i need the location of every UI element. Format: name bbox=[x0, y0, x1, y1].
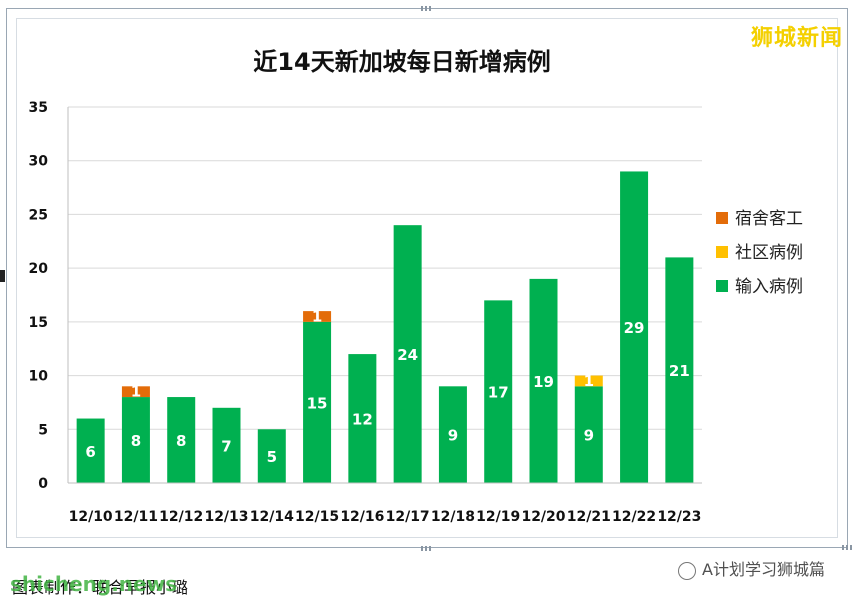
data-label: 7 bbox=[221, 437, 231, 455]
top-resize-handle[interactable] bbox=[421, 6, 433, 11]
bar-segment bbox=[393, 225, 422, 483]
bar-segment bbox=[348, 354, 377, 483]
brand-logo: 狮城新闻 bbox=[750, 26, 843, 51]
x-tick-label: 12/15 bbox=[295, 509, 339, 525]
data-label: 9 bbox=[584, 427, 594, 445]
x-tick-label: 12/16 bbox=[340, 509, 384, 525]
x-tick-label: 12/20 bbox=[521, 509, 565, 525]
x-tick-label: 12/17 bbox=[386, 509, 430, 525]
data-label: 12 bbox=[352, 411, 373, 429]
x-axis: 12/10 12/11 12/12 12/13 12/14 12/15 12/16 12/17… bbox=[68, 482, 702, 525]
x-tick-label: 12/13 bbox=[204, 509, 248, 525]
wechat-account-label: A计划学习狮城篇 bbox=[702, 560, 825, 579]
bar-segment bbox=[574, 386, 603, 483]
bar-segment bbox=[76, 418, 105, 483]
y-tick-label: 30 bbox=[29, 154, 49, 170]
data-label: 1 bbox=[584, 372, 594, 390]
bar-segment bbox=[257, 429, 286, 483]
legend-swatch bbox=[716, 246, 728, 258]
wechat-watermark: A计划学习狮城篇 bbox=[678, 556, 825, 580]
data-label: 17 bbox=[488, 384, 509, 402]
data-label: 19 bbox=[533, 373, 554, 391]
legend-label: 宿舍客工 bbox=[735, 209, 803, 229]
y-tick-label: 10 bbox=[29, 369, 49, 385]
bar-segment bbox=[121, 397, 150, 483]
legend-swatch bbox=[716, 280, 728, 292]
data-label: 24 bbox=[397, 346, 418, 364]
data-label: 1 bbox=[312, 307, 322, 325]
bar-segment bbox=[529, 278, 558, 483]
legend-label: 社区病例 bbox=[735, 243, 803, 263]
legend-swatch bbox=[716, 212, 728, 224]
x-tick-label: 12/11 bbox=[114, 509, 158, 525]
y-tick-label: 20 bbox=[29, 261, 49, 277]
y-tick-label: 5 bbox=[38, 422, 48, 438]
bottom-resize-handle[interactable] bbox=[421, 546, 433, 551]
chart-title: 近14天新加坡每日新增病例 bbox=[253, 48, 550, 76]
legend-label: 输入病例 bbox=[735, 277, 803, 297]
corner-resize-handle[interactable] bbox=[842, 545, 854, 550]
data-label: 29 bbox=[624, 319, 645, 337]
y-axis: 0 5 10 15 20 25 30 35 bbox=[29, 100, 69, 492]
data-label: 21 bbox=[669, 362, 690, 380]
bar-segment bbox=[212, 407, 241, 483]
wechat-icon bbox=[678, 561, 697, 580]
y-tick-label: 35 bbox=[29, 100, 48, 116]
x-tick-label: 12/23 bbox=[657, 509, 701, 525]
bar-segment bbox=[620, 171, 649, 483]
x-tick-label: 12/12 bbox=[159, 509, 203, 525]
bar-segment bbox=[303, 311, 332, 322]
x-tick-label: 12/18 bbox=[431, 509, 475, 525]
data-label: 8 bbox=[131, 432, 141, 450]
x-tick-label: 12/19 bbox=[476, 509, 520, 525]
y-tick-label: 15 bbox=[29, 315, 48, 331]
bar-segment bbox=[665, 257, 694, 483]
data-label: 6 bbox=[85, 443, 95, 461]
data-label: 1 bbox=[131, 383, 141, 401]
bar-segment bbox=[167, 397, 196, 483]
bar-segment bbox=[574, 375, 603, 387]
caption-watermark: shicheng.news bbox=[10, 572, 177, 596]
data-label: 5 bbox=[267, 448, 277, 466]
bar-segment bbox=[303, 321, 332, 483]
image-caption: 图表制作：联合早报小璐 bbox=[12, 578, 189, 597]
bar-segment bbox=[121, 386, 150, 398]
bars: 6 8 1 8 7 5 15 1 12 24 9 17 19 9 1 29 21 bbox=[76, 171, 694, 483]
bar-segment bbox=[484, 300, 513, 483]
x-tick-label: 12/21 bbox=[567, 509, 611, 525]
chart-frame-inner bbox=[16, 18, 838, 538]
data-label: 15 bbox=[307, 394, 328, 412]
x-tick-label: 12/10 bbox=[69, 509, 113, 525]
bar-segment bbox=[438, 386, 467, 483]
gridlines bbox=[68, 106, 702, 484]
y-tick-label: 0 bbox=[38, 476, 48, 492]
y-tick-label: 25 bbox=[29, 207, 48, 223]
x-tick-label: 12/14 bbox=[250, 509, 294, 525]
x-tick-label: 12/22 bbox=[612, 509, 656, 525]
data-label: 8 bbox=[176, 432, 186, 450]
left-resize-handle[interactable] bbox=[0, 270, 5, 282]
data-label: 9 bbox=[448, 427, 458, 445]
